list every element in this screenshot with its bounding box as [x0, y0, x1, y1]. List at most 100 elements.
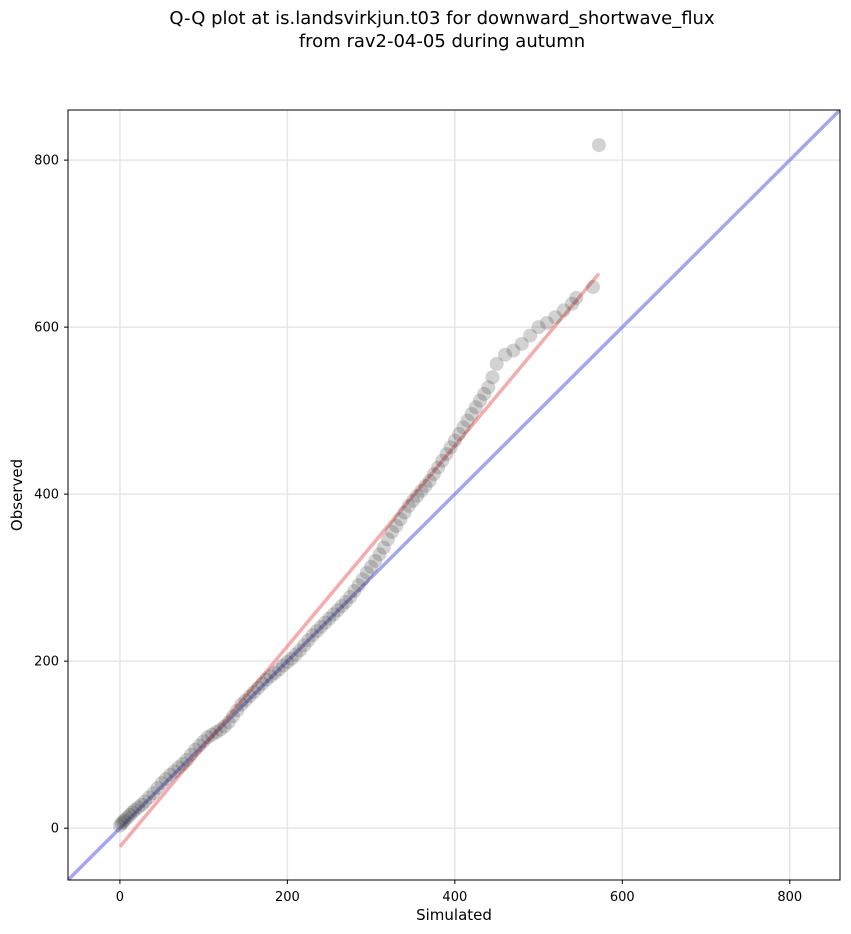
data-point	[393, 512, 408, 527]
data-point	[330, 603, 345, 618]
data-point	[368, 553, 383, 568]
data-point	[326, 607, 341, 622]
axis-ticks: 0 200 400 600 800 0 200 400 600 800	[34, 154, 802, 905]
plot-frame	[67, 109, 841, 881]
data-point	[184, 747, 199, 762]
data-point	[481, 380, 496, 395]
y-tick-label: 800	[34, 154, 59, 169]
data-point	[376, 540, 391, 555]
data-point	[489, 356, 504, 371]
data-point	[276, 658, 291, 673]
data-point	[117, 812, 132, 827]
data-point	[116, 814, 131, 829]
data-point	[364, 559, 379, 574]
data-point	[401, 498, 416, 513]
data-point	[334, 599, 349, 614]
data-point	[255, 676, 270, 691]
data-point	[385, 524, 400, 539]
x-tick-label: 600	[610, 890, 635, 905]
data-point	[351, 578, 366, 593]
data-point	[213, 722, 228, 737]
x-tick-label: 400	[442, 890, 467, 905]
data-point	[120, 810, 135, 825]
data-point	[309, 624, 324, 639]
data-point	[585, 280, 600, 295]
data-point	[498, 347, 513, 362]
data-point	[127, 802, 142, 817]
data-point	[397, 505, 412, 520]
x-axis-label: Simulated	[416, 906, 492, 924]
data-point	[460, 413, 475, 428]
chart-title-line-2: from rav2-04-05 during autumn	[298, 31, 586, 52]
data-point	[125, 805, 140, 820]
data-point	[131, 800, 146, 815]
data-point	[280, 655, 295, 670]
y-tick-label: 0	[51, 822, 59, 837]
data-point	[122, 807, 137, 822]
x-tick-label: 800	[777, 890, 802, 905]
data-point	[246, 685, 261, 700]
data-point	[288, 647, 303, 662]
data-point	[322, 611, 337, 626]
data-point	[259, 672, 274, 687]
data-point	[242, 689, 257, 704]
data-point	[112, 818, 127, 833]
data-point	[514, 336, 529, 351]
data-point	[443, 440, 458, 455]
data-point	[359, 565, 374, 580]
data-point	[167, 764, 182, 779]
data-point	[267, 665, 282, 680]
data-point	[464, 406, 479, 421]
data-points	[112, 138, 606, 833]
data-point	[343, 589, 358, 604]
y-tick-label: 400	[34, 488, 59, 503]
y-axis-label: Observed	[8, 459, 26, 531]
data-point	[163, 767, 178, 782]
data-point	[539, 315, 554, 330]
data-point	[142, 790, 157, 805]
chart-title-line-1: Q-Q plot at is.landsvirkjun.t03 for down…	[169, 8, 715, 29]
data-point	[372, 547, 387, 562]
data-point	[192, 738, 207, 753]
data-point	[301, 633, 316, 648]
data-point	[313, 619, 328, 634]
data-point	[146, 786, 161, 801]
data-point	[138, 794, 153, 809]
reference-lines	[68, 110, 840, 880]
data-point	[531, 320, 546, 335]
data-point	[234, 697, 249, 712]
data-point	[292, 643, 307, 658]
data-point	[238, 693, 253, 708]
data-point	[297, 638, 312, 653]
data-point	[506, 343, 521, 358]
data-point	[284, 651, 299, 666]
data-point	[389, 518, 404, 533]
data-point	[175, 756, 190, 771]
data-point	[158, 771, 173, 786]
identity-line	[68, 110, 840, 880]
data-point	[347, 584, 362, 599]
data-point	[447, 433, 462, 448]
data-point	[565, 296, 580, 311]
data-point	[569, 290, 584, 305]
data-point	[456, 420, 471, 435]
data-point	[523, 328, 538, 343]
data-point	[230, 703, 245, 718]
data-point	[272, 662, 287, 677]
data-point	[435, 453, 450, 468]
data-point	[150, 781, 165, 796]
data-point	[209, 725, 224, 740]
data-point	[305, 628, 320, 643]
x-tick-label: 200	[275, 890, 300, 905]
grid	[68, 110, 840, 880]
y-tick-label: 200	[34, 655, 59, 670]
data-point	[338, 594, 353, 609]
data-point	[196, 734, 211, 749]
y-tick-label: 600	[34, 321, 59, 336]
data-point	[472, 393, 487, 408]
data-point	[556, 303, 571, 318]
data-point	[251, 680, 266, 695]
data-point	[468, 400, 483, 415]
